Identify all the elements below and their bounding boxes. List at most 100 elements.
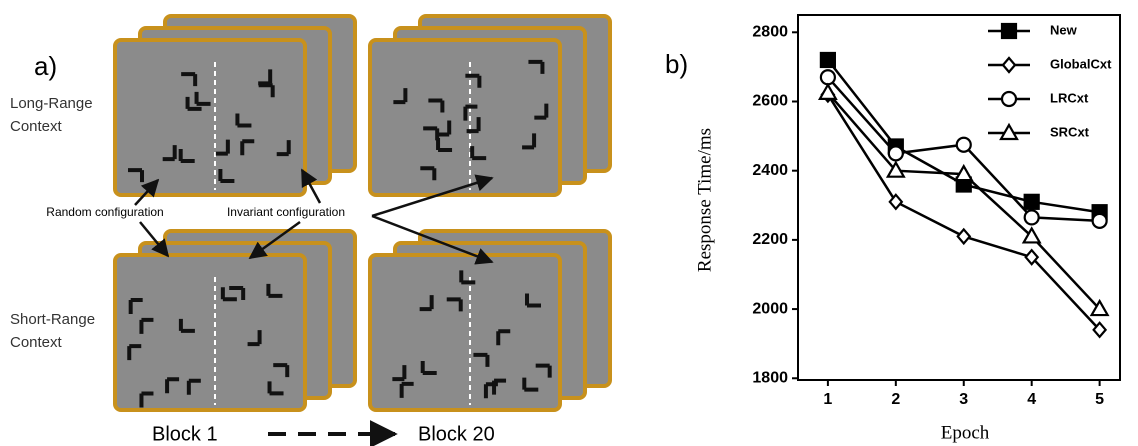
x-tick-label: 4 — [1027, 391, 1036, 408]
l-shape — [522, 133, 537, 150]
y-tick-label: 2200 — [752, 231, 788, 248]
marker — [1000, 22, 1018, 40]
card — [113, 38, 307, 197]
marker — [1000, 90, 1018, 108]
marker — [1091, 212, 1108, 229]
l-shape — [446, 297, 463, 312]
block-label: Block 1 — [152, 423, 218, 445]
legend-label: New — [1050, 22, 1078, 37]
l-shape — [139, 391, 154, 408]
stimulus-cards — [113, 14, 612, 412]
l-shape — [492, 378, 507, 395]
x-tick-label: 2 — [891, 391, 900, 408]
l-shape — [258, 69, 273, 86]
l-shape — [194, 91, 211, 106]
l-shape — [267, 381, 284, 396]
l-shape — [178, 318, 195, 333]
l-shape — [428, 98, 445, 113]
l-shape — [229, 286, 246, 301]
marker — [819, 69, 836, 86]
l-shape — [185, 96, 202, 111]
panel-label: b) — [665, 49, 688, 79]
marker — [1089, 298, 1110, 317]
l-shape — [266, 283, 283, 298]
x-tick-label: 5 — [1095, 391, 1104, 408]
l-shape — [437, 120, 452, 137]
marker — [999, 122, 1019, 141]
x-axis-label: Epoch — [941, 422, 990, 443]
plot: 1800 2000 2200 2400 2600 2800 1 2 3 4 5 New GlobalCx… — [752, 22, 1112, 408]
l-shape — [162, 145, 177, 162]
y-tick-label: 2000 — [752, 300, 788, 317]
x-tick-label: 1 — [823, 391, 832, 408]
l-shape — [419, 295, 434, 312]
l-shape — [247, 330, 262, 347]
y-tick-label: 2400 — [752, 162, 788, 179]
l-shape — [235, 113, 252, 128]
l-shape — [186, 378, 201, 395]
y-tick-label: 1800 — [752, 369, 788, 386]
marker — [888, 193, 904, 211]
l-shape — [127, 344, 142, 361]
marker — [819, 51, 836, 69]
legend: New GlobalCxt LRCxt SRCxt — [988, 22, 1112, 141]
legend-label: GlobalCxt — [1050, 56, 1112, 71]
l-shape — [273, 363, 290, 378]
card — [368, 253, 562, 412]
l-shape — [218, 168, 235, 183]
marker — [953, 163, 974, 182]
annotation: Random configuration — [46, 205, 163, 219]
l-shape — [466, 117, 481, 134]
marker — [885, 160, 906, 178]
card — [113, 253, 307, 412]
l-shape — [128, 298, 143, 315]
plot-frame — [797, 14, 1121, 381]
l-shape — [528, 59, 545, 74]
row-label: Context — [10, 118, 63, 135]
y-tick-label: 2800 — [752, 24, 788, 41]
l-shape — [470, 146, 487, 161]
l-shape — [165, 377, 180, 394]
l-shape — [420, 360, 437, 375]
marker — [956, 227, 972, 246]
l-shape — [399, 381, 414, 398]
arrows — [134, 168, 494, 446]
marker — [1001, 56, 1017, 74]
marker — [1023, 209, 1040, 226]
marker — [1092, 321, 1108, 339]
block-label: Block 20 — [418, 423, 495, 445]
y-axis-label: Response Time/ms — [694, 128, 715, 272]
marker — [1024, 248, 1040, 266]
l-shape — [496, 329, 511, 346]
l-shape — [535, 363, 552, 378]
y-tick-label: 2600 — [752, 93, 788, 110]
l-shape — [178, 149, 195, 164]
l-shape — [215, 139, 230, 156]
l-shape — [220, 287, 237, 302]
x-tick-label: 3 — [959, 391, 968, 408]
annotation: Invariant configuration — [227, 205, 345, 219]
marker — [1023, 193, 1040, 210]
l-shape — [276, 140, 291, 157]
row-label: Context — [10, 334, 63, 351]
l-shape — [423, 126, 440, 141]
l-shape — [473, 352, 490, 367]
l-shape — [420, 166, 437, 181]
l-shape — [522, 377, 539, 392]
marker — [887, 145, 904, 162]
legend-label: LRCxt — [1050, 90, 1089, 105]
l-shape — [459, 270, 476, 285]
row-label: Short-Range — [10, 311, 95, 328]
marker — [1021, 226, 1042, 244]
l-shape — [392, 365, 407, 382]
row-label: Long-Range — [10, 95, 93, 112]
l-shape — [139, 317, 154, 334]
l-shape — [393, 88, 408, 105]
marker — [955, 136, 972, 153]
l-shape — [240, 139, 255, 156]
marker — [817, 82, 838, 100]
l-shape — [534, 103, 549, 120]
l-shape — [525, 293, 542, 308]
l-shape — [181, 72, 198, 87]
